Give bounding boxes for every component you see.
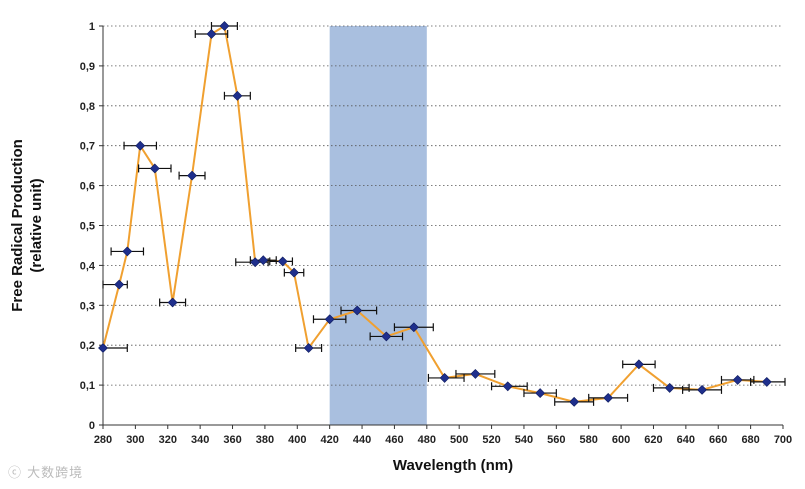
data-point [135,140,146,151]
data-point [289,267,299,278]
data-point [408,322,419,333]
data-point [569,396,580,407]
x-tick-label: 580 [580,434,598,446]
data-point [470,369,481,379]
x-tick-label: 380 [256,434,274,446]
data-point [219,21,230,31]
x-tick-label: 300 [126,434,144,446]
data-point [603,392,614,403]
axis-layer [99,25,784,429]
x-tick-label: 520 [482,434,500,446]
data-point [167,297,178,308]
y-tick-label: 0,1 [80,380,95,392]
data-point [303,343,314,353]
y-tick-label: 0,5 [80,221,95,233]
highlight-band-layer [329,26,427,425]
data-point [187,170,197,181]
y-tick-label: 0,9 [80,61,95,73]
data-point [633,359,644,370]
x-tick-label: 280 [94,434,112,446]
y-axis-title-line1: Free Radical Production [9,139,26,312]
data-point [277,256,288,267]
y-tick-label: 0,2 [80,340,95,352]
x-tick-label: 500 [450,434,468,446]
x-tick-label: 640 [677,434,695,446]
x-tick-label: 560 [547,434,565,446]
y-tick-label: 0,4 [80,260,96,272]
x-tick-label: 680 [741,434,759,446]
x-tick-label: 440 [353,434,371,446]
y-axis-title-line2: (relative unit) [28,178,45,272]
series-line-layer [102,24,767,403]
data-point [439,372,450,383]
x-tick-label: 400 [288,434,306,446]
data-point [122,246,133,257]
data-point [232,90,243,101]
x-tick-label: 660 [709,434,727,446]
data-point [732,374,743,385]
x-tick-label: 460 [385,434,403,446]
x-tick-label: 420 [320,434,338,446]
x-tick-label: 360 [223,434,241,446]
x-tick-label: 480 [418,434,436,446]
y-tick-label: 0,7 [80,141,95,153]
watermark: ⓒ 大数跨境 [8,466,84,481]
y-tick-label: 0,3 [80,300,95,312]
data-point [324,314,335,325]
data-point [250,257,261,268]
data-point [114,279,125,290]
data-point [352,305,363,316]
x-tick-label: 340 [191,434,209,446]
y-tick-label: 0,8 [80,101,95,113]
data-point [381,331,392,342]
data-point [697,384,707,395]
grid-layer [103,25,783,386]
data-point [149,163,160,174]
data-point [664,382,675,393]
x-tick-label: 620 [644,434,662,446]
data-point [206,29,217,39]
y-tick-label: 0 [89,420,95,432]
label-layer: 0 0,1 0,2 0,3 0,4 0,5 0,6 0,7 0,8 0,9 1 280 300 320 34… [9,21,792,474]
highlight-band [329,26,427,425]
y-tick-label: 1 [89,21,95,33]
y-tick-label: 0,6 [80,181,95,193]
x-tick-label: 320 [159,434,177,446]
x-tick-label: 600 [612,434,630,446]
x-tick-label: 700 [774,434,792,446]
data-point [258,255,269,266]
series-line [102,24,767,403]
data-point [761,376,772,387]
x-axis-title: Wavelength (nm) [393,457,513,474]
x-tick-label: 540 [515,434,533,446]
data-point [502,381,513,392]
data-point [535,388,546,399]
marker-layer [98,21,772,407]
data-point [98,343,108,353]
